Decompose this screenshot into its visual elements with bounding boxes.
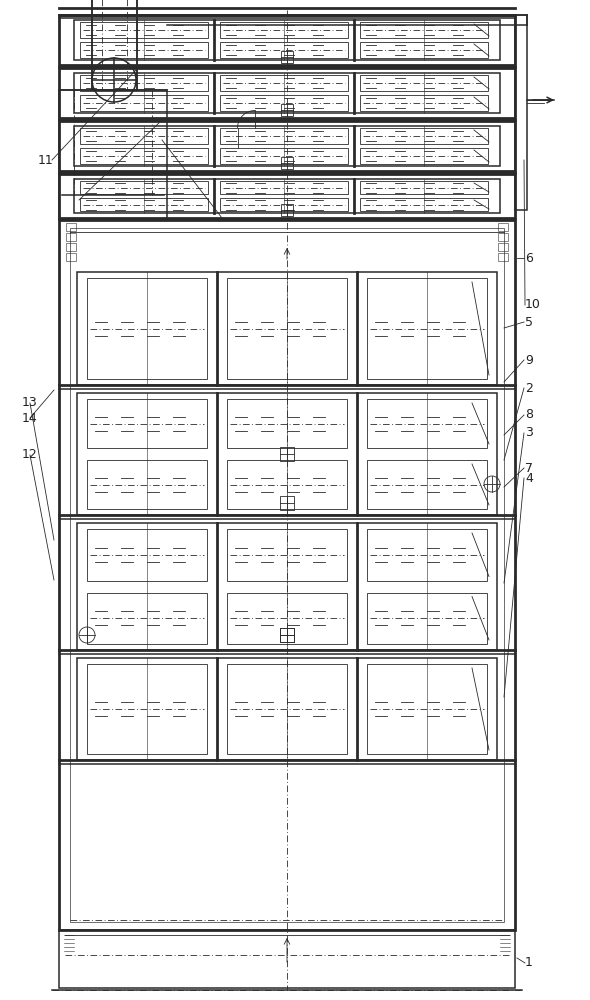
Bar xyxy=(66,243,76,251)
Bar xyxy=(80,42,208,58)
Bar xyxy=(66,233,76,241)
Bar xyxy=(281,204,293,216)
Bar xyxy=(220,42,348,58)
Text: 4: 4 xyxy=(525,472,533,485)
Bar xyxy=(74,126,500,166)
Bar xyxy=(281,157,293,169)
Bar xyxy=(87,278,207,379)
Bar xyxy=(80,75,208,91)
Bar xyxy=(360,181,488,194)
Bar xyxy=(227,529,347,580)
Bar xyxy=(59,121,515,171)
Text: 1: 1 xyxy=(525,956,533,970)
Text: 7: 7 xyxy=(525,462,533,475)
Bar xyxy=(227,664,347,754)
Bar xyxy=(59,15,515,65)
Bar xyxy=(77,393,497,515)
Bar xyxy=(281,51,293,63)
Bar xyxy=(80,95,208,111)
Bar xyxy=(80,148,208,164)
Bar xyxy=(77,272,497,385)
Bar xyxy=(77,523,497,650)
Bar xyxy=(66,253,76,261)
Text: 3: 3 xyxy=(525,426,533,440)
Bar xyxy=(367,278,487,379)
Bar xyxy=(220,198,348,211)
Bar xyxy=(74,179,500,213)
Bar xyxy=(59,174,515,218)
Text: 9: 9 xyxy=(525,354,533,366)
Bar xyxy=(74,73,500,113)
Text: 5: 5 xyxy=(525,316,533,328)
Bar xyxy=(87,460,207,509)
Text: 13: 13 xyxy=(22,396,38,410)
Text: 14: 14 xyxy=(22,412,38,424)
Bar xyxy=(77,658,497,760)
Bar xyxy=(87,399,207,448)
Bar xyxy=(367,664,487,754)
Bar xyxy=(59,930,515,988)
Bar xyxy=(360,148,488,164)
Bar xyxy=(66,223,76,231)
Bar xyxy=(280,496,294,510)
Bar xyxy=(220,95,348,111)
Bar xyxy=(280,628,294,642)
Text: 10: 10 xyxy=(525,298,541,312)
Bar xyxy=(227,592,347,644)
Bar xyxy=(367,460,487,509)
Bar xyxy=(360,198,488,211)
Bar xyxy=(220,22,348,38)
Bar xyxy=(80,181,208,194)
Bar xyxy=(227,399,347,448)
Bar xyxy=(59,220,515,930)
Bar xyxy=(360,128,488,144)
Bar xyxy=(80,22,208,38)
Bar xyxy=(498,243,508,251)
Text: 6: 6 xyxy=(525,251,533,264)
Bar xyxy=(220,75,348,91)
Bar xyxy=(74,20,500,60)
Bar xyxy=(87,592,207,644)
Text: 11: 11 xyxy=(38,153,54,166)
Bar xyxy=(220,128,348,144)
Bar xyxy=(59,68,515,118)
Bar xyxy=(281,104,293,116)
Bar xyxy=(280,628,294,642)
Bar xyxy=(92,0,137,90)
Bar xyxy=(367,529,487,580)
Bar xyxy=(220,148,348,164)
Bar xyxy=(360,95,488,111)
Bar xyxy=(80,128,208,144)
Bar xyxy=(360,22,488,38)
Bar xyxy=(87,529,207,580)
Bar xyxy=(498,253,508,261)
Bar xyxy=(360,75,488,91)
Bar xyxy=(80,198,208,211)
Bar xyxy=(59,90,167,220)
Bar xyxy=(227,460,347,509)
Bar xyxy=(87,664,207,754)
Bar xyxy=(70,228,504,922)
Bar xyxy=(367,399,487,448)
Bar xyxy=(227,278,347,379)
Text: 2: 2 xyxy=(525,381,533,394)
Bar xyxy=(515,15,527,210)
Bar xyxy=(360,42,488,58)
Text: 8: 8 xyxy=(525,408,533,422)
Bar xyxy=(280,447,294,461)
Bar xyxy=(367,592,487,644)
Text: 12: 12 xyxy=(22,448,38,462)
Bar xyxy=(498,223,508,231)
Bar xyxy=(498,233,508,241)
Bar xyxy=(220,181,348,194)
